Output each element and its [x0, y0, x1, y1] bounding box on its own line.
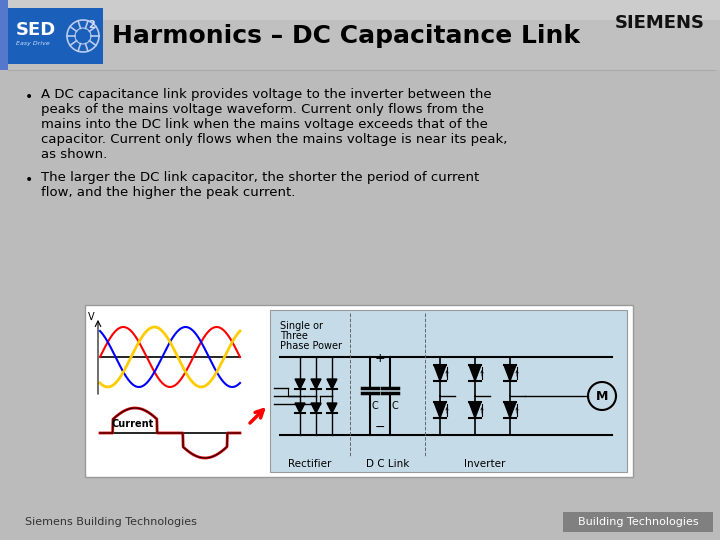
Polygon shape	[327, 403, 337, 413]
Bar	[0, 0, 720, 20]
Text: as shown.: as shown.	[41, 148, 107, 161]
Bar	[0, 0, 8, 70]
Text: Inverter: Inverter	[464, 459, 505, 469]
Text: Three: Three	[280, 331, 308, 341]
Text: +: +	[374, 352, 385, 365]
Text: C: C	[372, 401, 379, 411]
Bar	[85, 305, 633, 477]
Polygon shape	[311, 403, 321, 413]
Text: SIEMENS: SIEMENS	[615, 14, 705, 32]
Polygon shape	[434, 402, 446, 418]
Text: Harmonics – DC Capacitance Link: Harmonics – DC Capacitance Link	[112, 24, 580, 48]
Polygon shape	[504, 402, 516, 418]
Bar	[0, 20, 720, 70]
Text: •: •	[25, 90, 33, 104]
Text: A DC capacitance link provides voltage to the inverter between the: A DC capacitance link provides voltage t…	[41, 88, 492, 101]
Bar	[563, 512, 713, 532]
Polygon shape	[469, 402, 481, 418]
Polygon shape	[504, 365, 516, 381]
Text: capacitor. Current only flows when the mains voltage is near its peak,: capacitor. Current only flows when the m…	[41, 133, 508, 146]
Text: mains into the DC link when the mains voltage exceeds that of the: mains into the DC link when the mains vo…	[41, 118, 488, 131]
Text: −: −	[374, 421, 385, 434]
Text: peaks of the mains voltage waveform. Current only flows from the: peaks of the mains voltage waveform. Cur…	[41, 103, 484, 116]
Text: V: V	[89, 312, 95, 322]
Text: •: •	[25, 173, 33, 187]
Text: Siemens Building Technologies: Siemens Building Technologies	[25, 517, 197, 527]
Text: Current: Current	[112, 419, 154, 429]
Text: SED: SED	[16, 21, 56, 39]
Text: Phase Power: Phase Power	[280, 341, 342, 351]
Text: M: M	[596, 389, 608, 402]
Bar	[8, 8, 103, 64]
Polygon shape	[295, 403, 305, 413]
Text: 2: 2	[88, 20, 95, 30]
Text: Rectifier: Rectifier	[288, 459, 332, 469]
Text: C: C	[392, 401, 399, 411]
Polygon shape	[311, 379, 321, 389]
Text: The larger the DC link capacitor, the shorter the period of current: The larger the DC link capacitor, the sh…	[41, 171, 480, 184]
Text: D C Link: D C Link	[366, 459, 410, 469]
Polygon shape	[434, 365, 446, 381]
Bar	[270, 310, 627, 472]
Text: Building Technologies: Building Technologies	[577, 517, 698, 527]
Text: flow, and the higher the peak current.: flow, and the higher the peak current.	[41, 186, 295, 199]
Polygon shape	[469, 365, 481, 381]
Text: Single or: Single or	[280, 321, 323, 331]
Polygon shape	[295, 379, 305, 389]
Polygon shape	[327, 379, 337, 389]
Text: Easy Drive: Easy Drive	[16, 42, 50, 46]
